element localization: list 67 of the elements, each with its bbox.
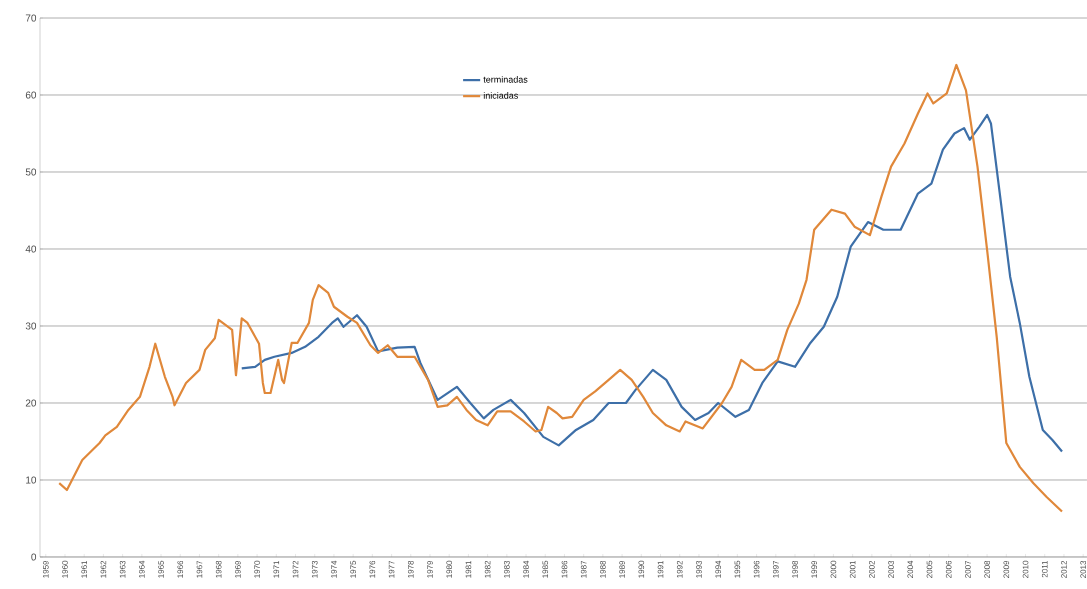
x-tick-label: 2005 bbox=[926, 560, 933, 578]
x-tick-label: 2001 bbox=[849, 560, 856, 578]
x-tick-label: 1993 bbox=[696, 560, 702, 578]
x-tick-label: 1998 bbox=[792, 560, 798, 578]
x-tick-label: 2003 bbox=[888, 560, 894, 578]
x-tick-label: 1971 bbox=[273, 560, 280, 578]
x-tick-label: 1990 bbox=[638, 560, 645, 578]
x-tick-label: 1997 bbox=[772, 560, 779, 578]
x-tick-label: 1982 bbox=[484, 560, 491, 578]
x-tick-label: 1975 bbox=[350, 560, 356, 578]
x-tick-label: 1973 bbox=[311, 560, 318, 578]
x-tick-label: 1994 bbox=[715, 560, 721, 578]
line-series bbox=[240, 113, 1064, 453]
x-tick-label: 2000 bbox=[830, 560, 837, 578]
x-tick-label: 1981 bbox=[465, 560, 472, 578]
x-tick-label: 1978 bbox=[407, 560, 414, 578]
x-tick-label: 1963 bbox=[119, 560, 126, 578]
x-tick-label: 1989 bbox=[619, 560, 625, 578]
x-tick-label: 1991 bbox=[657, 560, 664, 578]
x-tick-label: 2012 bbox=[1061, 560, 1067, 578]
y-tick-label: 30 bbox=[25, 322, 37, 330]
x-tick-label: 1974 bbox=[331, 560, 337, 578]
x-tick-label: 1964 bbox=[139, 560, 145, 578]
y-tick-label: 20 bbox=[25, 399, 37, 407]
x-tick-label: 2006 bbox=[945, 560, 952, 578]
x-tick-label: 1983 bbox=[504, 560, 510, 578]
x-tick-label: 1976 bbox=[369, 560, 376, 578]
y-tick-label: 60 bbox=[25, 91, 37, 99]
x-tick-label: 1980 bbox=[446, 560, 453, 578]
x-tick-label: 1962 bbox=[100, 560, 107, 578]
x-tick-label: 1960 bbox=[62, 560, 68, 578]
legend-label: iniciadas bbox=[483, 92, 518, 99]
x-tick-label: 2011 bbox=[1041, 560, 1048, 578]
x-tick-label: 1996 bbox=[753, 560, 760, 578]
x-tick-label: 1987 bbox=[580, 560, 587, 578]
x-tick-label: 1984 bbox=[523, 560, 529, 578]
x-tick-label: 2013 bbox=[1080, 560, 1086, 578]
x-tick-label: 1968 bbox=[215, 560, 222, 578]
x-tick-label: 1961 bbox=[81, 560, 88, 578]
x-tick-label: 1972 bbox=[292, 560, 299, 578]
x-tick-label: 1966 bbox=[177, 560, 184, 578]
x-tick-label: 1959 bbox=[42, 560, 49, 578]
x-tick-label: 1986 bbox=[561, 560, 568, 578]
x-tick-label: 1977 bbox=[388, 560, 395, 578]
x-tick-label: 1969 bbox=[235, 560, 241, 578]
y-tick-label: 40 bbox=[25, 245, 37, 253]
x-tick-label: 2009 bbox=[1003, 560, 1010, 578]
legend-label: terminadas bbox=[483, 76, 528, 83]
x-tick-label: 2007 bbox=[965, 560, 971, 578]
x-tick-label: 1999 bbox=[811, 560, 818, 578]
y-tick-label: 0 bbox=[31, 553, 37, 561]
y-tick-label: 70 bbox=[25, 14, 37, 22]
x-tick-label: 1967 bbox=[196, 560, 203, 578]
x-tick-label: 2010 bbox=[1022, 560, 1029, 578]
x-tick-label: 1979 bbox=[427, 560, 433, 578]
x-tick-label: 2002 bbox=[869, 560, 875, 578]
y-tick-label: 10 bbox=[26, 476, 37, 484]
line-series bbox=[58, 63, 1064, 513]
y-tick-label: 50 bbox=[25, 168, 37, 176]
x-tick-label: 1988 bbox=[600, 560, 606, 578]
x-tick-label: 1985 bbox=[542, 560, 549, 578]
x-tick-label: 2004 bbox=[907, 560, 914, 578]
x-tick-label: 1965 bbox=[158, 560, 164, 578]
x-tick-label: 1992 bbox=[676, 560, 683, 578]
x-tick-label: 1995 bbox=[734, 560, 741, 578]
x-tick-label: 2008 bbox=[984, 560, 990, 578]
x-tick-label: 1970 bbox=[254, 560, 260, 578]
